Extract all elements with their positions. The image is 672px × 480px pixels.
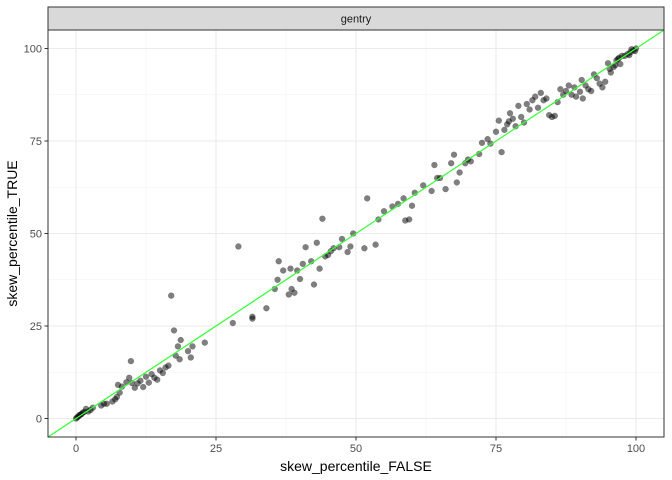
facet-strip: [47, 6, 665, 31]
data-point: [456, 169, 463, 176]
data-point: [406, 216, 413, 223]
data-point: [103, 400, 111, 407]
x-tick-label: 25: [210, 443, 222, 455]
data-point: [275, 258, 282, 265]
data-point: [484, 135, 491, 143]
y-tick-label: 100: [24, 44, 42, 56]
data-point: [159, 369, 167, 377]
data-point: [448, 159, 455, 167]
data-point: [229, 319, 237, 327]
data-point: [313, 239, 320, 246]
data-point: [145, 379, 153, 386]
data-point: [189, 343, 196, 350]
data-point: [372, 241, 379, 248]
data-point: [588, 87, 595, 95]
x-tick-label: 75: [490, 443, 502, 455]
data-point: [537, 89, 544, 97]
data-point: [602, 78, 609, 86]
data-point: [319, 215, 326, 222]
data-point: [617, 60, 624, 68]
x-tick-label: 50: [350, 443, 362, 455]
data-point: [534, 104, 542, 111]
data-point: [280, 267, 287, 274]
data-point: [137, 377, 144, 384]
data-point: [495, 117, 502, 124]
data-point: [453, 179, 460, 186]
data-point: [576, 88, 584, 95]
y-tick-label: 75: [30, 136, 42, 148]
x-tick-label: 100: [627, 443, 645, 455]
data-point: [299, 260, 306, 268]
data-point: [565, 82, 572, 89]
data-point: [532, 93, 539, 100]
data-point: [518, 113, 525, 121]
data-point: [551, 112, 558, 120]
data-point: [442, 185, 449, 193]
facet-strip-label: gentry: [341, 14, 372, 26]
data-point: [184, 347, 192, 355]
data-point: [291, 289, 298, 296]
data-point: [498, 148, 505, 156]
data-point: [296, 275, 304, 283]
data-point: [177, 336, 184, 344]
data-point: [167, 292, 175, 299]
y-axis-title: skew_percentile_TRUE: [4, 160, 20, 306]
y-tick-label: 0: [36, 414, 42, 426]
data-point: [201, 339, 209, 346]
data-point: [170, 327, 178, 334]
data-point: [316, 265, 323, 272]
data-point: [249, 313, 256, 320]
data-point: [572, 93, 580, 100]
data-point: [364, 195, 371, 202]
x-tick-label: 0: [73, 443, 79, 455]
data-point: [274, 276, 281, 283]
data-point: [607, 69, 614, 76]
reference-line: [47, 29, 665, 438]
data-point: [131, 384, 139, 391]
data-point: [287, 265, 294, 272]
data-point: [361, 245, 368, 252]
data-point: [153, 376, 161, 383]
data-point: [302, 243, 309, 251]
data-point: [165, 362, 172, 369]
data-point: [347, 243, 354, 250]
data-point: [523, 100, 530, 108]
data-point: [506, 110, 514, 117]
data-point: [174, 343, 182, 350]
data-point: [501, 126, 508, 134]
data-point: [515, 102, 522, 110]
data-point: [450, 151, 458, 158]
data-point: [478, 139, 486, 147]
data-point: [509, 115, 516, 123]
x-axis-ticks: 0 25 50 75 100: [73, 437, 645, 455]
data-point: [125, 374, 133, 381]
data-point: [187, 354, 195, 361]
data-point: [344, 248, 351, 256]
data-points: [72, 45, 640, 422]
data-point: [431, 161, 438, 169]
data-point: [578, 76, 585, 84]
x-axis-title: skew_percentile_FALSE: [280, 458, 432, 474]
data-point: [176, 356, 183, 363]
data-point: [599, 84, 606, 91]
data-point: [285, 291, 292, 298]
y-axis-ticks: 0 25 50 75 100: [24, 44, 48, 426]
data-point: [127, 357, 135, 365]
y-tick-label: 25: [30, 321, 42, 333]
y-tick-label: 50: [30, 229, 42, 241]
data-point: [142, 373, 150, 380]
data-point: [543, 95, 550, 102]
data-point: [492, 128, 500, 135]
data-point: [139, 383, 147, 391]
data-point: [408, 202, 416, 209]
data-point: [526, 106, 533, 113]
data-point: [263, 305, 270, 312]
data-point: [428, 187, 435, 195]
data-point: [557, 85, 564, 93]
data-point: [113, 393, 121, 401]
data-point: [579, 95, 586, 102]
data-point: [310, 281, 318, 288]
data-point: [235, 243, 242, 250]
